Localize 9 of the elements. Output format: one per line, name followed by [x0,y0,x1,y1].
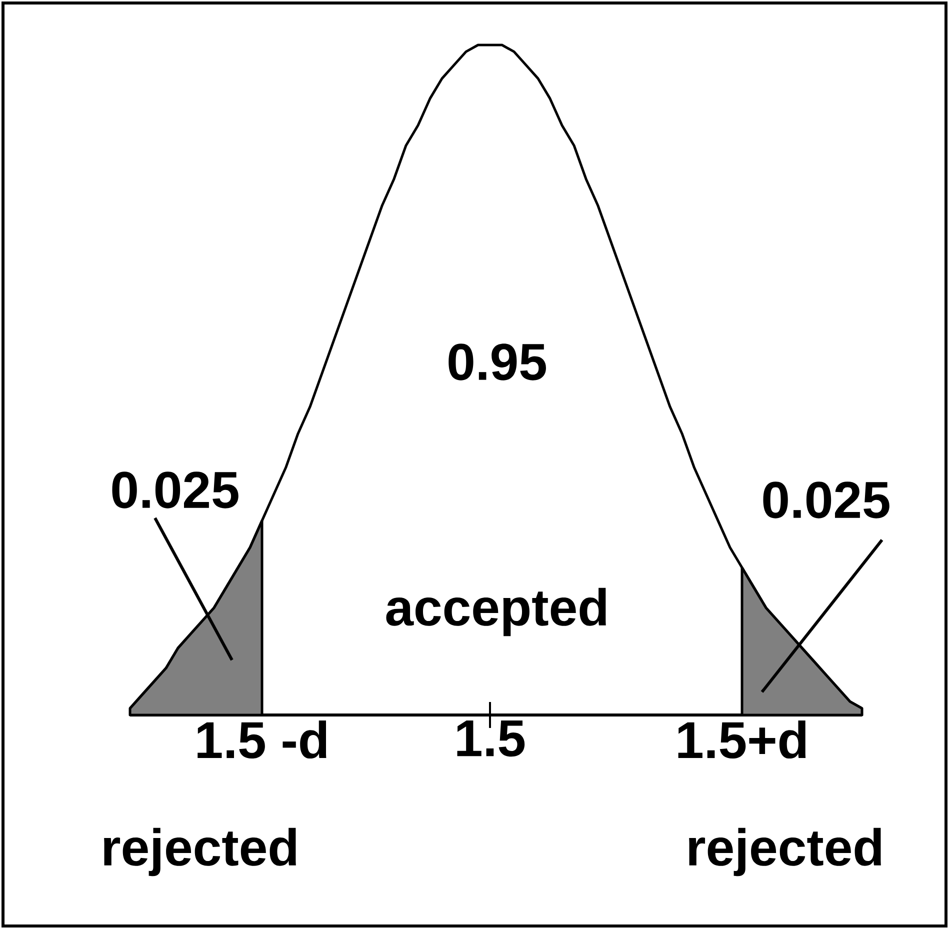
x-tick-label: 1.5 -d [198,720,326,759]
text: rejected [689,828,881,876]
annotation: 0.025 [112,472,238,508]
text: rejected [104,828,296,876]
x-tick-label: 1.5 [457,720,525,757]
annotation: 0.025 [763,482,890,518]
annotation: 0.95 [448,344,546,380]
x-tick-label: 1.5+d [678,720,806,759]
annotation: accepted [386,588,606,636]
